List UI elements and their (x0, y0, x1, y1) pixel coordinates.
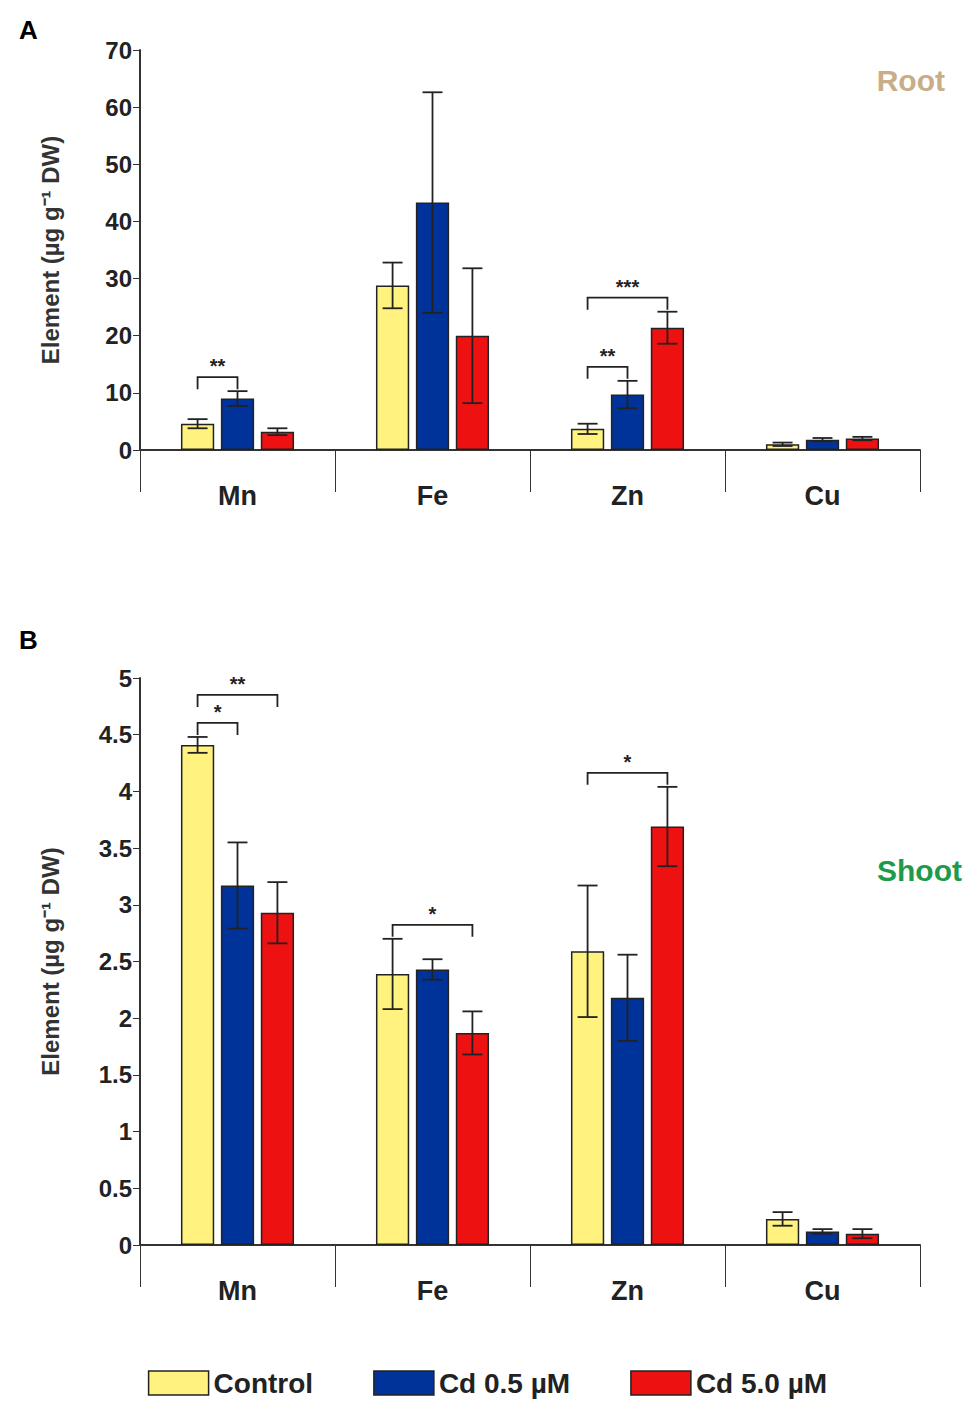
svg-text:Root: Root (877, 64, 945, 97)
svg-text:3.5: 3.5 (99, 835, 132, 862)
svg-text:*: * (429, 903, 437, 925)
svg-text:Element (µg g⁻¹ DW): Element (µg g⁻¹ DW) (37, 847, 64, 1075)
svg-text:0.5: 0.5 (99, 1175, 132, 1202)
svg-text:Element (µg g⁻¹ DW): Element (µg g⁻¹ DW) (37, 136, 64, 364)
svg-text:Shoot: Shoot (877, 854, 962, 887)
svg-text:4.5: 4.5 (99, 721, 132, 748)
svg-text:Mn: Mn (218, 481, 257, 511)
svg-text:10: 10 (105, 379, 132, 406)
svg-text:**: ** (210, 355, 226, 377)
svg-text:Fe: Fe (417, 1276, 449, 1306)
svg-text:**: ** (600, 345, 616, 367)
svg-text:Cu: Cu (805, 481, 841, 511)
svg-text:70: 70 (105, 37, 132, 64)
svg-text:***: *** (616, 276, 640, 298)
svg-text:B: B (19, 625, 38, 655)
svg-text:*: * (214, 701, 222, 723)
svg-text:Cd 5.0 µM: Cd 5.0 µM (696, 1368, 827, 1399)
svg-text:2: 2 (119, 1005, 132, 1032)
svg-text:2.5: 2.5 (99, 948, 132, 975)
svg-text:1.5: 1.5 (99, 1061, 132, 1088)
svg-text:Mn: Mn (218, 1276, 257, 1306)
svg-text:*: * (624, 751, 632, 773)
svg-text:A: A (19, 15, 38, 45)
svg-text:50: 50 (105, 151, 132, 178)
svg-text:**: ** (230, 673, 246, 695)
svg-text:60: 60 (105, 94, 132, 121)
svg-text:0: 0 (119, 1232, 132, 1259)
svg-text:40: 40 (105, 208, 132, 235)
svg-text:5: 5 (119, 665, 132, 692)
svg-text:Zn: Zn (611, 1276, 644, 1306)
svg-text:0: 0 (119, 437, 132, 464)
svg-text:3: 3 (119, 891, 132, 918)
svg-text:Control: Control (214, 1368, 314, 1399)
svg-text:20: 20 (105, 322, 132, 349)
svg-text:Cu: Cu (805, 1276, 841, 1306)
svg-text:4: 4 (119, 778, 133, 805)
svg-text:1: 1 (119, 1118, 132, 1145)
svg-text:30: 30 (105, 265, 132, 292)
svg-text:Zn: Zn (611, 481, 644, 511)
svg-text:Fe: Fe (417, 481, 449, 511)
svg-text:Cd 0.5 µM: Cd 0.5 µM (439, 1368, 570, 1399)
